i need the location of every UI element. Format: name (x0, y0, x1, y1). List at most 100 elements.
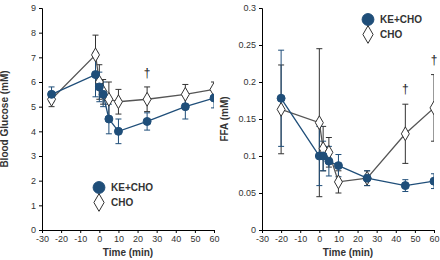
y-tick: 0.3 (243, 3, 262, 13)
x-tick-mark (157, 230, 158, 233)
y-tick-label: 3 (31, 151, 36, 161)
legend: KE+CHOCHO (362, 14, 422, 44)
y-tick-mark (259, 193, 262, 194)
marker (401, 182, 409, 190)
error-bar (402, 104, 408, 163)
marker (92, 71, 100, 79)
x-tick-mark (396, 230, 397, 233)
y-tick-label: 0 (251, 225, 256, 235)
y-tick-label: 0.25 (238, 40, 256, 50)
x-tick-label: -10 (74, 234, 87, 244)
x-tick-label: -30 (256, 234, 269, 244)
y-tick-mark (259, 45, 262, 46)
x-tick-label: 0 (97, 234, 102, 244)
y-tick-mark (39, 131, 42, 132)
y-axis: 00.050.10.150.20.250.3 (238, 3, 262, 235)
x-tick: 0 (97, 230, 102, 244)
x-tick-mark (377, 230, 378, 233)
legend-entry: KE+CHO (362, 14, 422, 26)
y-tick-label: 1 (31, 201, 36, 211)
marker (334, 175, 342, 189)
marker (401, 127, 409, 141)
x-tick-mark (195, 230, 196, 233)
legend-entry: CHO (94, 194, 134, 212)
y-tick: 6 (31, 77, 42, 87)
y-tick-label: 8 (31, 28, 36, 38)
x-tick-label: -20 (55, 234, 68, 244)
error-bar (115, 119, 121, 144)
y-tick-label: 5 (31, 102, 36, 112)
x-tick: 20 (353, 230, 363, 244)
x-tick: 50 (410, 230, 420, 244)
y-tick-label: 9 (31, 3, 36, 13)
y-tick: 8 (31, 28, 42, 38)
y-tick-mark (259, 156, 262, 157)
series-line (281, 108, 434, 182)
x-tick: -30 (36, 230, 49, 244)
y-tick: 0 (251, 225, 262, 235)
y-tick: 0.15 (238, 114, 262, 124)
x-tick-mark (176, 230, 177, 233)
marker (277, 94, 285, 102)
x-tick-label: -30 (36, 234, 49, 244)
marker (325, 157, 333, 165)
error-bar (431, 174, 434, 189)
x-tick: -30 (256, 230, 269, 244)
y-tick-mark (259, 230, 262, 231)
x-tick: 40 (171, 230, 181, 244)
x-tick: 50 (190, 230, 200, 244)
legend-marker (362, 14, 374, 26)
x-tick-label: 30 (372, 234, 382, 244)
y-tick: 0.1 (243, 151, 262, 161)
plot-area (277, 49, 434, 197)
x-tick: 60 (429, 230, 439, 244)
legend-marker (93, 182, 105, 194)
x-tick-label: 50 (190, 234, 200, 244)
x-axis-line (43, 231, 215, 234)
marker (95, 83, 103, 91)
marker (114, 127, 122, 135)
x-tick-mark (99, 230, 100, 233)
y-tick-label: 0 (31, 225, 36, 235)
error-bar (364, 171, 370, 186)
x-tick-label: 20 (133, 234, 143, 244)
y-axis-title: Blood Glucose (mM) (0, 70, 10, 167)
y-tick-label: 0.05 (238, 188, 256, 198)
error-bar (316, 49, 322, 197)
x-tick-label: 10 (114, 234, 124, 244)
x-tick: -10 (74, 230, 87, 244)
x-tick: -20 (275, 230, 288, 244)
marker (315, 116, 323, 130)
legend-marker (94, 194, 104, 212)
marker (363, 171, 371, 185)
y-axis-title: FFA (mM) (219, 96, 230, 141)
y-tick: 7 (31, 53, 42, 63)
x-axis-line (263, 231, 435, 234)
error-bar (431, 75, 434, 142)
y-tick: 5 (31, 102, 42, 112)
x-tick-label: 40 (171, 234, 181, 244)
y-axis-line (259, 9, 263, 231)
x-tick-label: 30 (152, 234, 162, 244)
marker (105, 115, 113, 123)
x-tick-mark (415, 230, 416, 233)
error-bar (326, 138, 332, 168)
annotation: † (144, 66, 151, 80)
x-tick-mark (138, 230, 139, 233)
x-axis-title: Time (min) (323, 247, 373, 258)
x-tick-mark (281, 230, 282, 233)
y-tick-mark (39, 181, 42, 182)
marker (48, 90, 56, 98)
marker (277, 102, 285, 116)
marker (363, 174, 371, 182)
legend-entry: KE+CHO (93, 182, 153, 194)
marker (181, 87, 189, 101)
legend-entry: CHO (363, 26, 403, 44)
y-tick-mark (39, 8, 42, 9)
y-tick-mark (39, 107, 42, 108)
y-tick-mark (39, 156, 42, 157)
y-tick-mark (39, 82, 42, 83)
plot-area (48, 35, 214, 144)
annotation: † (402, 82, 409, 96)
error-bar (182, 84, 188, 104)
